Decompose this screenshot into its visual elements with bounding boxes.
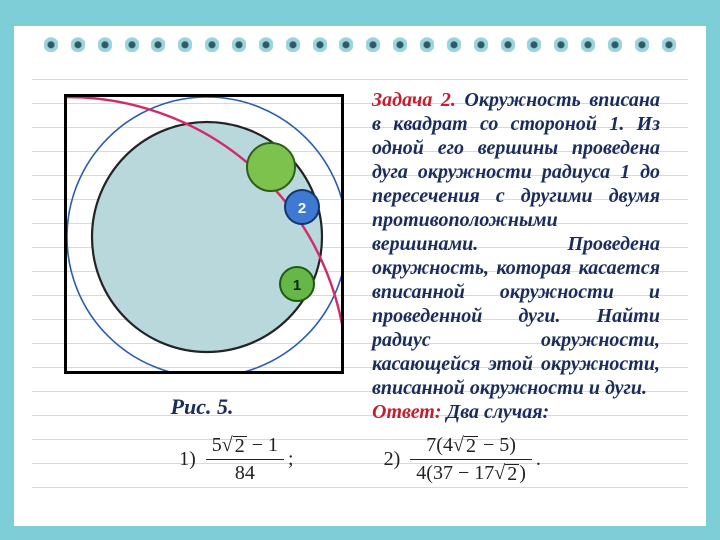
formula-1: 1) 5√2 − 1 84 ; <box>179 434 294 485</box>
formula-1-fraction: 5√2 − 1 84 <box>206 434 284 485</box>
formula-2-num-after: − 5) <box>483 434 516 456</box>
formula-2-num-before: 7(4 <box>426 434 453 456</box>
figure-caption: Рис. 5. <box>60 394 344 420</box>
formula-2-index: 2) <box>384 448 401 471</box>
formula-2-den-after: ) <box>519 462 526 484</box>
answer-label: Ответ: <box>372 401 442 423</box>
binder-strip <box>44 34 676 52</box>
formulas-row: 1) 5√2 − 1 84 ; 2) <box>60 426 660 492</box>
small-circle-2-label: 2 <box>298 200 306 217</box>
formula-1-num-after: − 1 <box>252 434 278 456</box>
formula-2-num-sqrt-arg: 2 <box>464 436 478 455</box>
task-label: Задача 2. <box>372 89 456 111</box>
content-area: 2 1 Рис. 5. Задача 2. Окружность вписана… <box>60 94 660 498</box>
lined-paper: 2 1 Рис. 5. Задача 2. Окружность вписана… <box>32 56 688 508</box>
formula-1-den: 84 <box>229 462 261 485</box>
formula-2-den-before: 4(37 − 17 <box>416 462 494 484</box>
formula-1-num-before: 5 <box>212 434 222 456</box>
problem-body: Окружность вписана в квадрат со стороной… <box>372 89 660 399</box>
formula-1-index: 1) <box>179 448 196 471</box>
figure: 2 1 Рис. 5. <box>60 94 360 420</box>
aux-circle-green <box>247 143 295 191</box>
formula-2-den-sqrt-arg: 2 <box>505 464 519 483</box>
answer-tail: Два случая: <box>447 401 550 423</box>
figure-box: 2 1 <box>64 94 344 374</box>
formula-2: 2) 7(4√2 − 5) 4(37 − 17√2) . <box>384 434 541 485</box>
formula-1-sqrt-arg: 2 <box>233 436 247 455</box>
slide-frame: 2 1 Рис. 5. Задача 2. Окружность вписана… <box>0 0 720 540</box>
figure-svg: 2 1 <box>67 97 344 374</box>
formula-2-fraction: 7(4√2 − 5) 4(37 − 17√2) <box>410 434 532 485</box>
problem-text: Задача 2. Окружность вписана в квадрат с… <box>372 88 660 424</box>
formula-1-trailing: ; <box>288 448 294 471</box>
formula-2-trailing: . <box>536 448 541 471</box>
small-circle-1-label: 1 <box>293 277 301 294</box>
